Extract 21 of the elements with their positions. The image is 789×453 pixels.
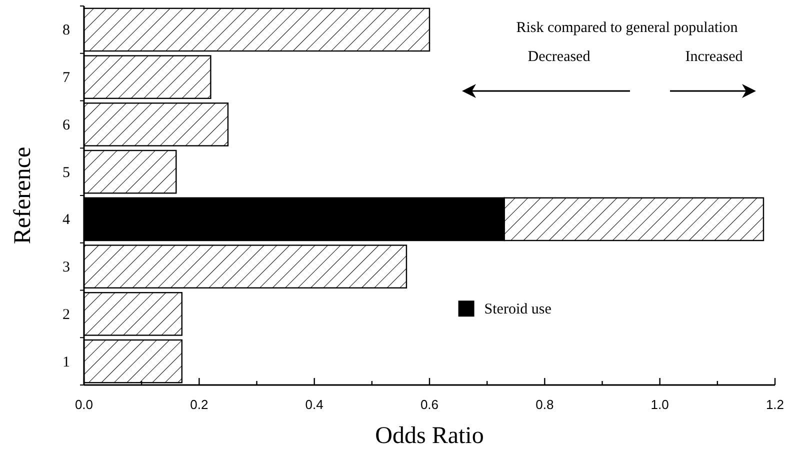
y-tick-label: 3 bbox=[62, 260, 70, 276]
y-tick-label: 6 bbox=[62, 117, 70, 134]
annotation: Decreased bbox=[528, 49, 591, 65]
y-tick-label: 7 bbox=[62, 70, 70, 86]
y-tick-label: 2 bbox=[62, 306, 70, 323]
x-tick-label: 1.2 bbox=[766, 397, 784, 412]
x-tick-label: 0.2 bbox=[190, 397, 208, 412]
y-tick-label: 5 bbox=[62, 164, 70, 181]
y-tick-label: 4 bbox=[62, 212, 70, 228]
x-axis-title: Odds Ratio bbox=[375, 423, 484, 449]
y-tick-label: 1 bbox=[62, 354, 70, 370]
x-tick-label: 1.0 bbox=[650, 397, 669, 412]
annotation: Increased bbox=[685, 49, 744, 65]
x-tick-label: 0.0 bbox=[74, 397, 94, 412]
legend-label: Steroid use bbox=[484, 302, 552, 318]
x-tick-label: 0.4 bbox=[305, 397, 324, 412]
x-tick-label: 0.6 bbox=[420, 397, 439, 412]
annotation: Risk compared to general population bbox=[516, 20, 738, 36]
y-tick-label: 8 bbox=[62, 22, 70, 39]
y-axis-title: Reference bbox=[10, 146, 36, 244]
x-tick-label: 0.8 bbox=[536, 397, 554, 412]
